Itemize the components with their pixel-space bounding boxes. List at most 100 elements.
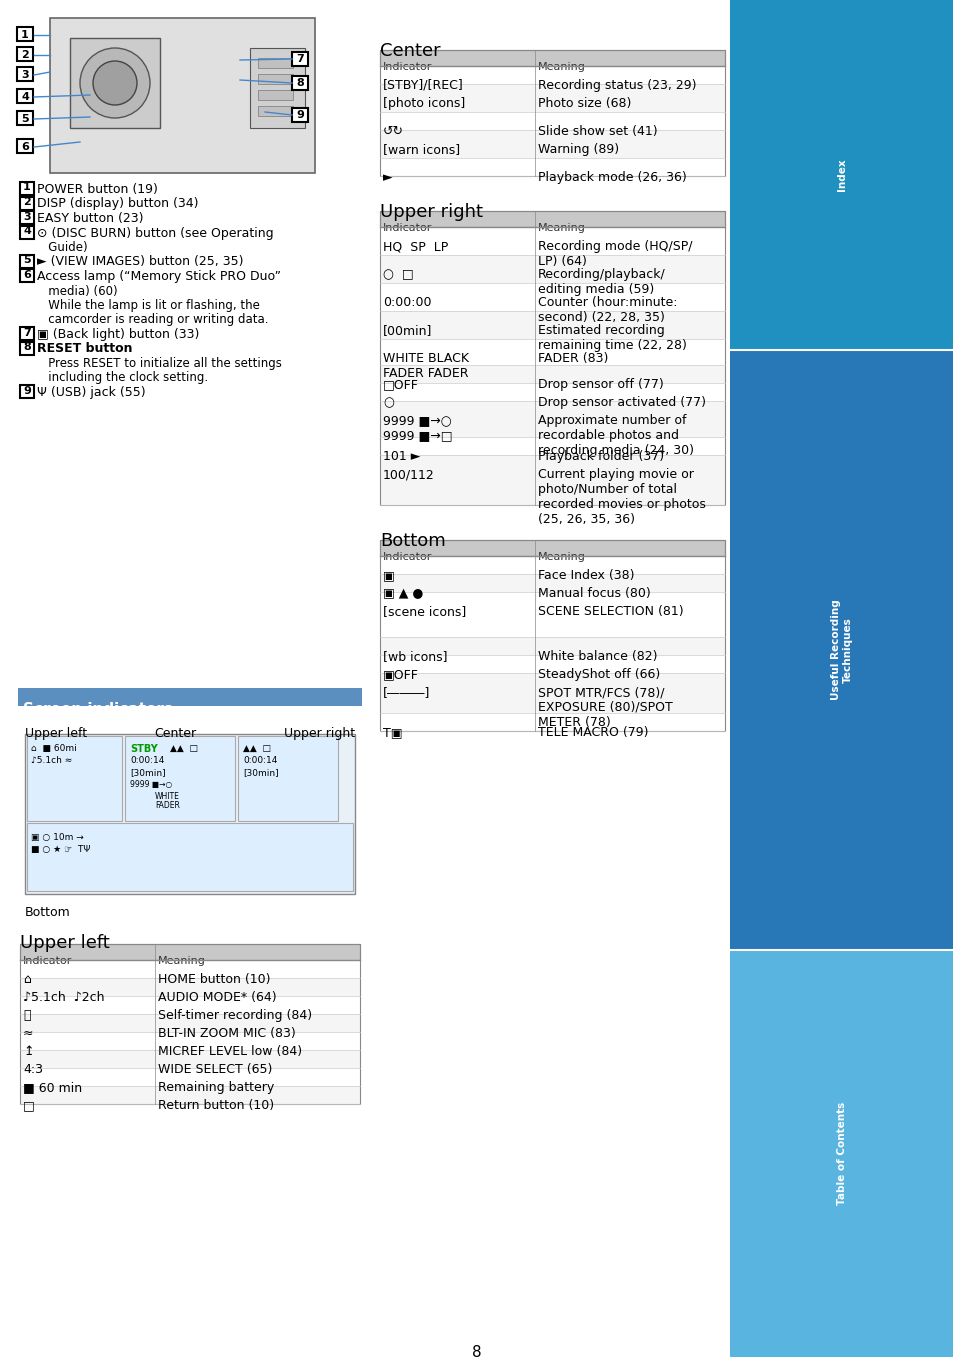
Bar	[20, 210, 34, 224]
Text: SteadyShot off (66): SteadyShot off (66)	[537, 668, 659, 681]
Bar	[20, 944, 359, 1105]
Text: 8: 8	[472, 1345, 481, 1357]
Text: 100/112: 100/112	[382, 468, 435, 480]
Text: 101 ►: 101 ►	[382, 451, 420, 463]
Text: AUDIO MODE* (64): AUDIO MODE* (64)	[158, 991, 276, 1004]
Text: Playback folder (37): Playback folder (37)	[537, 451, 663, 463]
Text: Bottom: Bottom	[25, 906, 71, 919]
Text: [warn icons]: [warn icons]	[382, 142, 459, 156]
Text: 1: 1	[21, 30, 29, 39]
Text: ▣ ○ 10m →: ▣ ○ 10m →	[30, 833, 84, 841]
Text: Slide show set (41): Slide show set (41)	[537, 125, 657, 138]
Bar	[20, 1086, 359, 1105]
Text: Press RESET to initialize all the settings: Press RESET to initialize all the settin…	[37, 357, 281, 370]
Bar	[17, 47, 33, 61]
Bar	[25, 734, 355, 894]
Text: Drop sensor activated (77): Drop sensor activated (77)	[537, 396, 705, 408]
Text: WIDE SELECT (65): WIDE SELECT (65)	[158, 1063, 273, 1076]
Bar	[20, 197, 34, 209]
Text: ■ 60 min: ■ 60 min	[23, 1082, 82, 1094]
Bar	[20, 978, 359, 996]
Text: ►: ►	[382, 171, 393, 185]
Text: Indicator: Indicator	[382, 223, 432, 233]
Bar	[257, 90, 293, 100]
Text: White balance (82): White balance (82)	[537, 650, 657, 664]
Text: [―――]: [―――]	[382, 687, 430, 699]
Text: 4: 4	[23, 227, 30, 236]
Text: Indicator: Indicator	[382, 62, 432, 72]
Text: FADER: FADER	[154, 801, 180, 810]
Bar	[379, 636, 724, 655]
Text: Current playing movie or
photo/Number of total
recorded movies or photos
(25, 26: Current playing movie or photo/Number of…	[537, 468, 705, 527]
Bar	[27, 822, 353, 892]
Text: 9: 9	[295, 110, 304, 119]
Bar	[379, 130, 724, 157]
Text: MICREF LEVEL low (84): MICREF LEVEL low (84)	[158, 1045, 302, 1058]
Bar	[379, 574, 724, 592]
Text: Indicator: Indicator	[382, 552, 432, 562]
Text: Index: Index	[836, 159, 846, 191]
Bar	[379, 227, 724, 255]
Bar	[379, 455, 724, 505]
Text: 2: 2	[21, 50, 29, 60]
Text: Upper right: Upper right	[379, 204, 482, 221]
Bar	[379, 66, 724, 84]
Text: Meaning: Meaning	[537, 552, 585, 562]
Text: Photo size (68): Photo size (68)	[537, 96, 631, 110]
Text: Table of Contents: Table of Contents	[836, 1102, 846, 1205]
Text: Playback mode (26, 36): Playback mode (26, 36)	[537, 171, 686, 185]
Text: Upper left: Upper left	[25, 727, 87, 740]
Text: ▣ ▲ ●: ▣ ▲ ●	[382, 588, 423, 600]
Text: Meaning: Meaning	[158, 955, 206, 966]
Bar	[20, 342, 34, 354]
Text: Bottom: Bottom	[379, 532, 445, 550]
Text: HOME button (10): HOME button (10)	[158, 973, 271, 987]
Text: Recording mode (HQ/SP/
LP) (64): Recording mode (HQ/SP/ LP) (64)	[537, 240, 692, 267]
Text: TELE MACRO (79): TELE MACRO (79)	[537, 726, 648, 740]
Text: 4:3: 4:3	[23, 1063, 43, 1076]
Text: 6: 6	[21, 142, 29, 152]
Bar	[20, 996, 359, 1014]
Bar	[379, 673, 724, 712]
Bar	[27, 735, 122, 821]
Bar	[20, 1033, 359, 1050]
Bar	[379, 113, 724, 130]
Text: [30min]: [30min]	[243, 768, 278, 778]
Text: Center: Center	[153, 727, 196, 740]
Bar	[17, 66, 33, 81]
Bar	[379, 592, 724, 636]
Text: [STBY]/[REC]: [STBY]/[REC]	[382, 79, 463, 92]
Text: 7: 7	[23, 327, 30, 338]
Text: SCENE SELECTION (81): SCENE SELECTION (81)	[537, 605, 683, 617]
Text: Self-timer recording (84): Self-timer recording (84)	[158, 1010, 312, 1022]
Bar	[17, 138, 33, 153]
Text: ▣: ▣	[382, 569, 395, 582]
Text: Warning (89): Warning (89)	[537, 142, 618, 156]
Text: WHITE: WHITE	[154, 792, 180, 801]
Text: 1: 1	[23, 182, 30, 193]
Text: POWER button (19): POWER button (19)	[37, 183, 157, 195]
Bar	[379, 157, 724, 176]
Text: 4: 4	[21, 92, 29, 102]
Text: 3: 3	[21, 71, 29, 80]
Text: While the lamp is lit or flashing, the: While the lamp is lit or flashing, the	[37, 299, 259, 312]
Text: DISP (display) button (34): DISP (display) button (34)	[37, 198, 198, 210]
Circle shape	[92, 61, 137, 104]
Text: [scene icons]: [scene icons]	[382, 605, 466, 617]
Text: Useful Recording
Techniques: Useful Recording Techniques	[830, 600, 852, 700]
Bar	[292, 109, 308, 122]
Bar	[729, 0, 953, 350]
Text: 7: 7	[295, 54, 304, 64]
Text: ○  □: ○ □	[382, 267, 414, 281]
Bar	[379, 437, 724, 455]
Text: SPOT MTR/FCS (78)/
EXPOSURE (80)/SPOT
METER (78): SPOT MTR/FCS (78)/ EXPOSURE (80)/SPOT ME…	[537, 687, 672, 729]
Bar	[257, 75, 293, 84]
Bar	[20, 225, 34, 239]
Text: ≈: ≈	[23, 1027, 33, 1039]
Text: Estimated recording
remaining time (22, 28): Estimated recording remaining time (22, …	[537, 324, 686, 351]
Text: ⊙ (DISC BURN) button (see Operating: ⊙ (DISC BURN) button (see Operating	[37, 227, 274, 239]
Text: Return button (10): Return button (10)	[158, 1099, 274, 1111]
Bar	[379, 284, 724, 311]
Text: ▣ (Back light) button (33): ▣ (Back light) button (33)	[37, 328, 199, 341]
Bar	[20, 1050, 359, 1068]
